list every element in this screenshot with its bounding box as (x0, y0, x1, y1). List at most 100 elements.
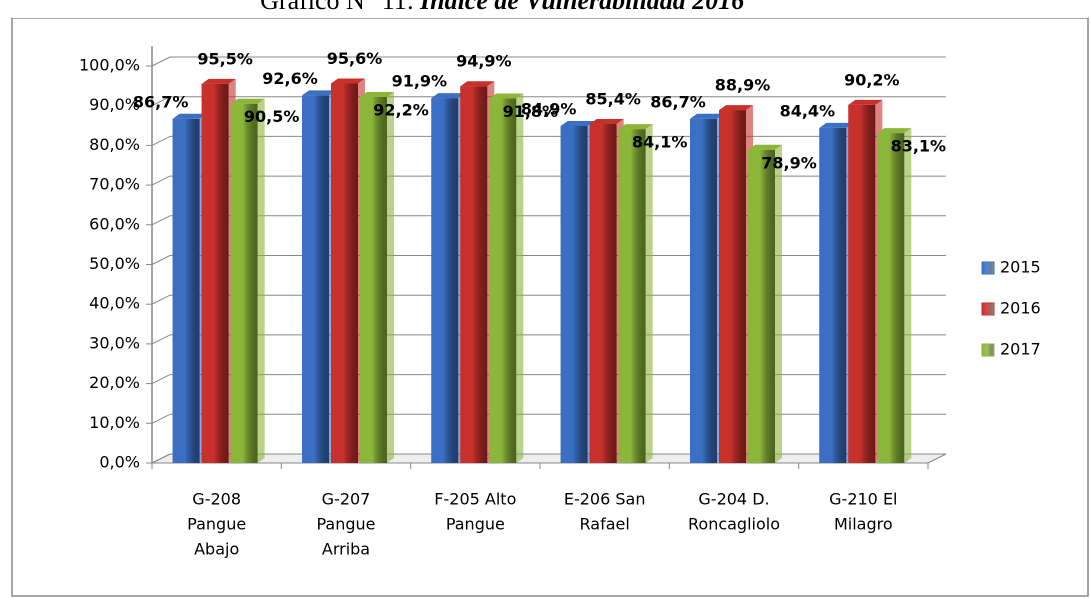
value-label: 91,9% (392, 72, 448, 91)
y-tick-label: 80,0% (89, 135, 140, 154)
bar-top (618, 124, 653, 130)
bar (172, 118, 200, 464)
y-tick-label: 10,0% (89, 413, 140, 432)
grid-line (151, 215, 171, 226)
value-label: 83,1% (891, 137, 947, 156)
x-tick-label: Pangue (187, 515, 246, 534)
bar-top (360, 91, 394, 97)
y-tick-label: 20,0% (89, 373, 140, 392)
bar (848, 104, 876, 463)
y-tick-label: 50,0% (89, 254, 140, 273)
bar-side (775, 144, 782, 463)
bar (819, 127, 847, 463)
value-label: 88,9% (715, 76, 771, 95)
chart-title-prefix: Gráfico N° 11: (260, 0, 414, 15)
value-label: 84,4% (780, 101, 836, 120)
y-tick-label: 30,0% (89, 333, 140, 352)
bar (230, 103, 258, 463)
bar (331, 83, 358, 463)
bar (360, 96, 387, 463)
y-tick-label: 100,0% (79, 56, 140, 75)
x-tick-label: Abajo (194, 540, 239, 559)
legend-label: 2016 (1000, 299, 1041, 318)
bar (618, 129, 646, 464)
value-label: 84,1% (632, 133, 688, 152)
bar-top (560, 120, 595, 126)
bar-top (431, 93, 466, 99)
grid-line (151, 56, 171, 67)
x-tick-label: Pangue (316, 515, 375, 534)
legend-label: 2017 (1000, 340, 1041, 359)
bar-top (172, 113, 207, 119)
value-label: 86,7% (133, 92, 189, 111)
y-tick-label: 40,0% (89, 294, 140, 313)
value-label: 94,9% (456, 52, 512, 71)
bar-side (257, 98, 265, 463)
value-label: 86,7% (650, 92, 706, 111)
value-label: 90,2% (844, 70, 900, 89)
value-label: 85,4% (585, 89, 641, 108)
legend-swatch (981, 343, 995, 357)
x-tick-label: Rafael (580, 515, 630, 534)
x-tick-label: F-205 Alto (434, 490, 516, 509)
value-label: 84,9% (521, 99, 577, 118)
value-label: 91,8% (503, 102, 559, 121)
x-tick-label: Arriba (322, 540, 370, 559)
x-tick-label: G-208 (192, 490, 241, 509)
bar (690, 118, 717, 464)
legend-swatch (981, 302, 995, 316)
bar (877, 133, 905, 463)
x-tick-label: Roncagliolo (688, 515, 780, 534)
grid-line (151, 413, 171, 424)
bar-side (516, 93, 524, 463)
grid-line (151, 96, 171, 107)
x-tick-label: E-206 San (564, 490, 646, 509)
bar (589, 123, 617, 463)
grid-line (151, 294, 171, 305)
y-tick-label: 0,0% (99, 453, 140, 472)
value-label: 78,9% (761, 153, 817, 172)
value-label: 90,5% (244, 107, 300, 126)
bar-top (201, 78, 236, 84)
bar-top (331, 78, 365, 84)
bar-top (690, 113, 724, 119)
bar-top (848, 99, 883, 105)
bar (460, 86, 488, 463)
grid-line (151, 135, 171, 146)
bar (302, 95, 329, 464)
y-tick-label: 90,0% (89, 95, 140, 114)
bar-side (645, 124, 653, 464)
x-tick-label: Milagro (834, 515, 893, 534)
bar-top (719, 105, 753, 111)
bar-top (230, 98, 265, 104)
y-tick-label: 60,0% (89, 214, 140, 233)
grid-line (151, 255, 171, 265)
value-label: 92,6% (262, 69, 318, 88)
x-tick-label: G-204 D. (698, 490, 769, 509)
bar-top (819, 122, 854, 128)
bar-top (302, 90, 336, 96)
value-label: 95,6% (327, 49, 383, 68)
bar-top (877, 128, 912, 134)
legend-label: 2015 (1000, 258, 1041, 277)
legend-swatch (981, 261, 995, 275)
x-tick-label: G-210 El (829, 490, 897, 509)
grid-line (151, 453, 171, 464)
bar-top (489, 93, 524, 99)
bar-top (460, 81, 495, 87)
bar (560, 125, 588, 464)
value-label: 92,2% (373, 100, 429, 119)
grid-line (151, 334, 171, 345)
bar (489, 98, 517, 463)
x-tick-label: G-207 (322, 490, 371, 509)
bar (719, 110, 746, 463)
x-tick-label: Pangue (446, 515, 505, 534)
grid-line (151, 175, 171, 186)
title-background (12, 0, 1088, 18)
bar-top (748, 144, 782, 150)
grid-line (151, 374, 171, 385)
bar (431, 98, 459, 464)
y-tick-label: 70,0% (89, 175, 140, 194)
bar-side (904, 128, 912, 463)
